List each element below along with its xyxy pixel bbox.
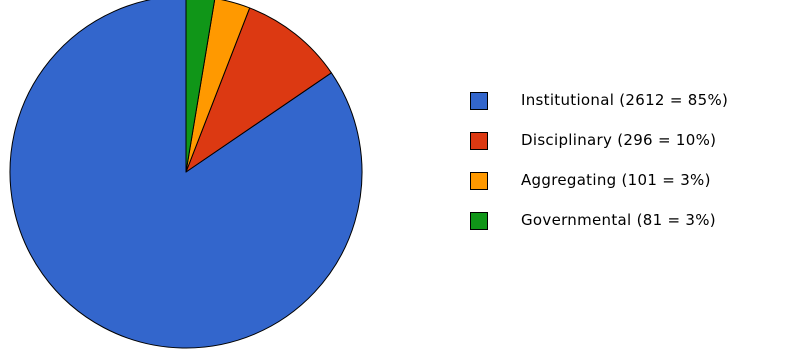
pie-slice-governmental — [185, 0, 216, 173]
legend-label-aggregating: Aggregating (101 = 3%) — [521, 171, 711, 189]
legend-label-disciplinary: Disciplinary (296 = 10%) — [521, 131, 717, 149]
legend-swatch-aggregating — [470, 172, 488, 190]
legend-swatch-disciplinary — [470, 132, 488, 150]
legend-label-institutional: Institutional (2612 = 85%) — [521, 91, 729, 109]
pie-slice-aggregating — [185, 0, 251, 173]
pie-slice-institutional — [9, 0, 363, 349]
pie-chart — [9, 0, 363, 349]
legend-swatch-governmental — [470, 212, 488, 230]
legend-label-governmental: Governmental (81 = 3%) — [521, 211, 716, 229]
pie-slice-disciplinary — [185, 7, 332, 173]
legend-swatch-institutional — [470, 92, 488, 110]
